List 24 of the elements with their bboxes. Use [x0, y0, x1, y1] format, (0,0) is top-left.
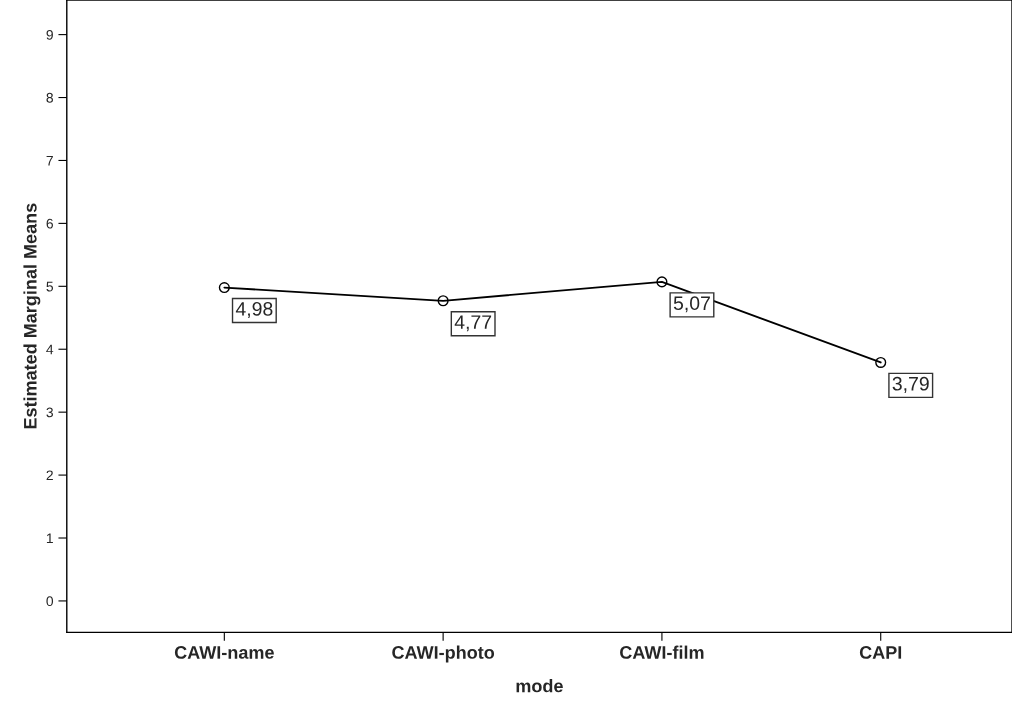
x-tick-label: CAWI-photo — [392, 645, 495, 663]
y-tick-label: 3 — [46, 407, 53, 418]
x-tick-label: CAWI-name — [174, 646, 274, 659]
point — [218, 282, 230, 294]
y-tick-label: 2 — [46, 470, 53, 481]
y-tick-label: 1 — [46, 533, 53, 544]
y-tick-label: 8 — [46, 92, 53, 103]
y-tick-label: 5 — [46, 281, 54, 292]
y-axis-title: Estimated Marginal Means — [23, 203, 41, 429]
y-tick-label: 6 — [46, 218, 53, 229]
data-label: 4,98 — [235, 301, 273, 319]
y-tick-label: 7 — [46, 155, 53, 166]
data-label: 3,79 — [892, 376, 929, 393]
y-tick-label: 9 — [46, 29, 53, 40]
x-tick-label: CAPI — [859, 646, 902, 659]
data-label: 5,07 — [673, 296, 710, 313]
x-tick-label: CAWI-film — [620, 645, 704, 659]
point — [875, 356, 887, 369]
y-tick-label: 0 — [46, 596, 54, 607]
x-axis-title: mode — [516, 679, 563, 693]
y-tick-label: 4 — [46, 344, 54, 355]
point — [437, 295, 449, 307]
data-label: 4,77 — [454, 315, 492, 332]
point — [656, 276, 668, 288]
